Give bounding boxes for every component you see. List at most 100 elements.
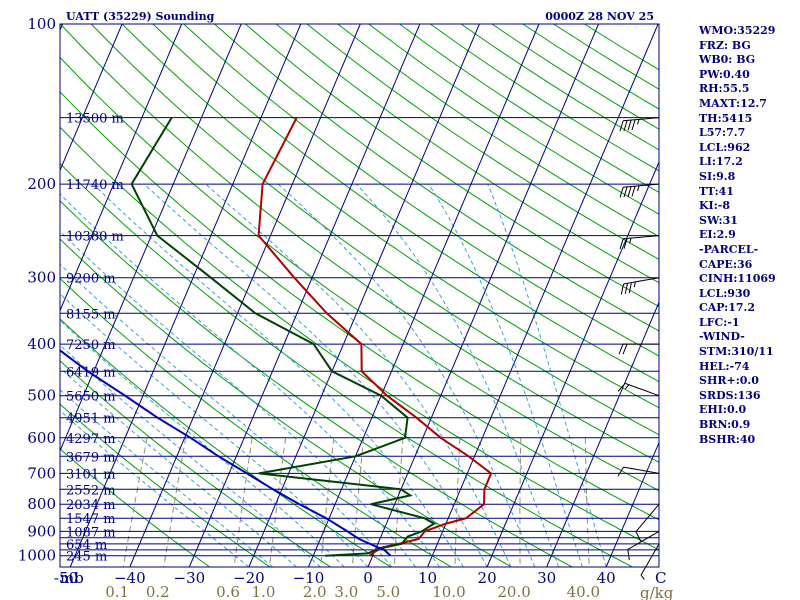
wind-barb-staff [625,382,660,397]
wind-barb-flag [631,119,636,131]
dry-adiabat-line [60,277,452,567]
wind-barb-half-flag [633,281,636,288]
moist-adiabat-line [356,183,560,567]
mixing-ratio-label: 10.0 [432,583,465,600]
pressure-label: 800 [27,495,56,513]
pressure-label: 100 [27,15,56,33]
mixing-ratio-unit-label: g/kg [640,584,674,600]
wind-barb-flag [620,283,625,295]
index-line: CAPE:36 [699,257,753,271]
wind-barb-flag [623,186,628,198]
index-line: LFC:-1 [699,315,740,329]
dry-adiabat-line [60,448,210,567]
wind-barb-flag [618,343,624,355]
wind-barb-staff [623,235,660,240]
wind-barb-flag [623,238,628,249]
dry-adiabat-line [60,126,659,551]
wind-barb-half-flag [629,237,632,244]
dry-adiabat-line [183,24,659,357]
index-line: LCL:962 [699,140,751,154]
isotherm-line [129,24,361,567]
pressure-label: 300 [27,269,56,287]
temperature-tick-label: 40 [597,569,616,587]
temperature-tick-label: 0 [363,569,373,587]
height-label: 1087 m [66,525,116,540]
height-label: 9200 m [66,272,116,287]
dry-adiabat-line [60,24,659,463]
height-label: 654 m [66,538,107,553]
wind-barb-staff [640,543,660,576]
chart-grid [60,24,659,567]
index-line: HEL:-74 [699,359,750,373]
isotherm-line [188,24,421,567]
temperature-tick-label: -50 [54,569,78,587]
index-line: KI:-8 [699,199,730,213]
wind-barb-flag [635,531,642,542]
index-line: WMO:35229 [699,24,776,37]
index-line: CAP:17.2 [699,301,756,315]
wind-barb-half-flag [640,574,645,580]
moist-adiabat-line [60,344,321,567]
mixing-ratio-label: 2.0 [303,583,327,600]
index-line: -WIND- [699,330,745,344]
index-line: MAXT:12.7 [699,96,767,110]
mixing-ratio-label: 5.0 [376,583,400,600]
wind-barb-half-flag [637,119,640,125]
height-label: 6419 m [66,365,116,380]
wind-barb-flag [619,120,624,132]
moist-adiabat-line [60,319,345,567]
wind-barb [620,277,660,295]
index-line: SHR+:0.0 [699,374,759,388]
height-label: 3679 m [66,450,116,465]
chart-title: UATT (35229) Sounding [66,10,215,23]
temperature-tick-label: 10 [418,569,437,587]
dry-adiabat-line [245,24,659,308]
height-label: 13500 m [66,112,124,127]
isotherm-line [486,160,659,567]
isotherm-line [546,301,659,567]
moist-adiabat-line [60,389,274,567]
temperature-tick-label: −40 [114,569,146,587]
height-label: 7250 m [66,338,116,353]
wind-barb [617,466,660,477]
index-line: PW:0.40 [699,67,750,81]
chart-datetime: 0000Z 28 NOV 25 [545,10,654,23]
moist-adiabat-line [60,230,417,567]
temperature-tick-label: −10 [293,569,325,587]
mixing-ratio-label: 1.0 [252,583,276,600]
wind-barb-flag [627,119,632,131]
height-label: 10380 m [66,230,124,245]
index-line: BSHR:40 [699,432,756,446]
index-line: CINH:11069 [699,272,776,286]
mixing-ratio-label: 0.2 [146,583,170,600]
dry-adiabat-line [60,56,659,492]
height-label: 2034 m [66,498,116,513]
isotherm-line [60,24,242,453]
dry-adiabat-line [60,91,659,521]
wind-barb [619,117,660,132]
moist-adiabat-line [205,183,512,567]
chart-labels: 0.1 0.2 0.6 1.0 2.0 3.0 5.0 10.0 20.0 40.0 13500 m… [18,15,616,600]
dry-adiabat-line [275,24,659,284]
wind-barb-flag [617,466,624,477]
wind-barb-flag [627,186,632,197]
wind-barb-half-flag [624,384,630,390]
mixing-ratio-label: 0.6 [216,583,240,600]
index-line: SRDS:136 [699,388,761,402]
wind-barb-staff [623,183,660,188]
height-label: 8155 m [66,307,116,322]
index-line: EI:2.9 [699,228,736,242]
moist-adiabat-line [428,183,583,567]
wind-barb-staff [623,117,660,122]
height-label: 2552 m [66,483,116,498]
isotherm-line [60,24,183,312]
moist-adiabat-line [487,183,607,567]
isotherm-line [60,24,123,172]
mixing-ratio-label: 40.0 [567,583,600,600]
height-label: 1547 m [66,512,116,527]
isotherm-line [367,24,599,567]
pressure-label: 200 [27,175,56,193]
pressure-label: 600 [27,429,56,447]
mixing-ratio-label: 3.0 [334,583,358,600]
